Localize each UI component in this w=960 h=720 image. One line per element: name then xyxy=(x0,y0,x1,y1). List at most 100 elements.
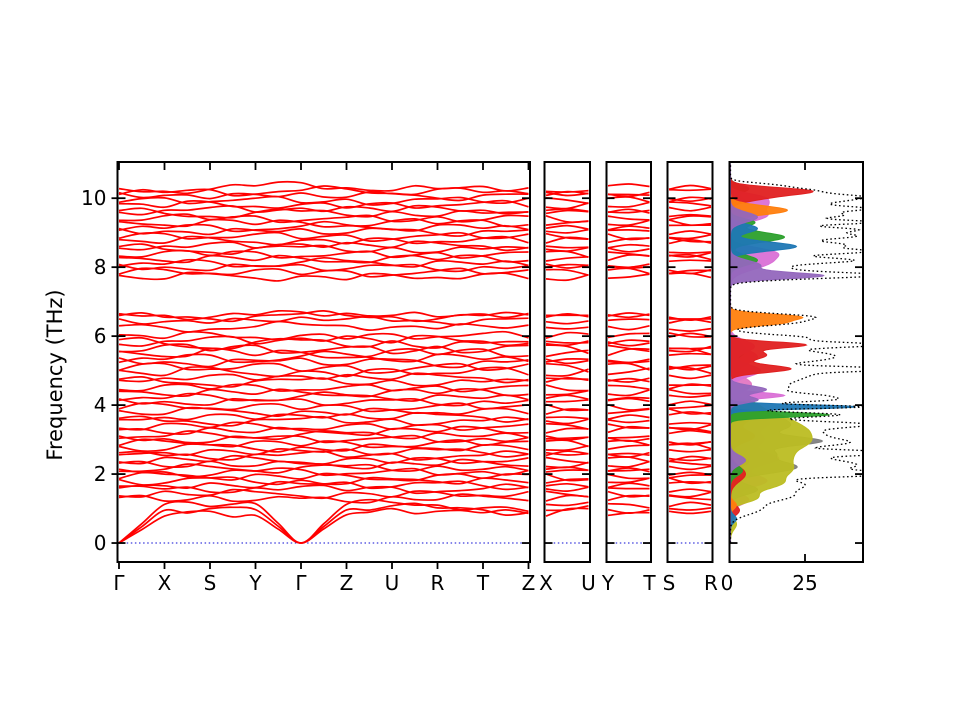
phonon-band-segment xyxy=(668,421,712,425)
band-panel-content-yt xyxy=(607,183,650,544)
phonon-band xyxy=(118,434,529,444)
phonon-band-segment xyxy=(545,394,589,401)
phonon-band-segment xyxy=(607,313,650,319)
phonon-band-segment xyxy=(607,251,650,257)
phonon-band-segment xyxy=(668,237,712,243)
phonon-band-segment xyxy=(607,487,650,490)
phonon-band-segment xyxy=(607,437,650,443)
phonon-band-segment xyxy=(545,246,589,252)
phonon-band xyxy=(118,411,529,423)
x-tick-label: Y xyxy=(248,571,262,595)
phonon-band-segment xyxy=(607,477,650,484)
phonon-band-segment xyxy=(668,507,712,511)
phonon-band-segment xyxy=(545,389,589,396)
phonon-band xyxy=(118,347,529,359)
phonon-band xyxy=(118,366,529,378)
phonon-band-segment xyxy=(607,468,650,472)
phonon-band-segment xyxy=(607,183,650,188)
dos-total-curve xyxy=(730,163,862,543)
phonon-band-segment xyxy=(668,400,712,406)
phonon-band-segment xyxy=(607,508,650,515)
phonon-band-segment xyxy=(545,422,589,431)
x-tick-label: Z xyxy=(522,571,536,595)
x-tick-label: S xyxy=(663,571,676,595)
phonon-band-segment xyxy=(668,213,712,218)
phonon-band-segment xyxy=(545,469,589,473)
phonon-band-segment xyxy=(607,339,650,345)
phonon-band-segment xyxy=(545,349,589,358)
phonon-band-segment xyxy=(668,206,712,212)
phonon-band-segment xyxy=(607,414,650,421)
phonon-band-segment xyxy=(545,504,589,512)
phonon-band-segment xyxy=(668,474,712,479)
phonon-band-segment xyxy=(545,263,589,269)
phonon-band-segment xyxy=(545,255,589,262)
phonon-band xyxy=(118,227,529,237)
phonon-band-segment xyxy=(607,215,650,221)
phonon-band-segment xyxy=(668,423,712,431)
phonon-band xyxy=(118,271,529,282)
phonon-band xyxy=(118,488,529,500)
phonon-band xyxy=(118,463,529,474)
phonon-band xyxy=(118,213,529,224)
phonon-band-segment xyxy=(545,416,589,420)
x-tick-label: Γ xyxy=(295,571,307,595)
phonon-band-segment xyxy=(607,423,650,429)
phonon-band-segment xyxy=(545,191,589,197)
phonon-band-segment xyxy=(545,399,589,403)
phonon-band xyxy=(118,454,529,465)
x-tick-label: 25 xyxy=(792,571,817,595)
phonon-band-segment xyxy=(607,273,650,280)
phonon-band-segment xyxy=(607,396,650,401)
phonon-band-segment xyxy=(668,230,712,236)
phonon-band-segment xyxy=(545,427,589,434)
x-tick-label: Y xyxy=(601,571,615,595)
phonon-band-segment xyxy=(545,377,589,381)
phonon-band-segment xyxy=(545,224,589,231)
phonon-band xyxy=(118,387,529,398)
phonon-band-segment xyxy=(607,435,650,439)
phonon-band-segment xyxy=(607,403,650,411)
phonon-band xyxy=(118,383,529,393)
phonon-band-segment xyxy=(545,189,589,193)
phonon-band-segment xyxy=(607,444,650,451)
phonon-band-segment xyxy=(545,362,589,373)
phonon-band xyxy=(118,362,529,374)
phonon-band xyxy=(118,330,529,341)
phonon-band-segment xyxy=(668,364,712,371)
phonon-band-segment xyxy=(545,473,589,482)
phonon-band-segment xyxy=(545,214,589,224)
phonon-band-segment xyxy=(607,419,650,424)
phonon-band xyxy=(118,220,529,233)
phonon-band-segment xyxy=(545,326,589,330)
x-tick-label: U xyxy=(581,571,596,595)
phonon-band xyxy=(118,391,529,402)
phonon-band-segment xyxy=(668,188,712,192)
phonon-band-segment xyxy=(668,455,712,463)
phonon-band xyxy=(118,235,529,246)
phonon-band-segment xyxy=(607,460,650,468)
phonon-band-segment xyxy=(668,259,712,263)
phonon-band-segment xyxy=(607,263,650,269)
phonon-band-segment xyxy=(545,482,589,488)
phonon-band-segment xyxy=(668,460,712,466)
phonon-band-segment xyxy=(668,352,712,356)
phonon-band-segment xyxy=(545,507,589,517)
band-panel-content-xu xyxy=(545,189,589,544)
phonon-band-segment xyxy=(607,324,650,331)
phonon-band-segment xyxy=(668,347,712,350)
x-tick-label: R xyxy=(704,571,718,595)
y-tick-label: 0 xyxy=(94,531,107,555)
phonon-band-segment xyxy=(607,473,650,480)
y-tick-label: 4 xyxy=(94,393,107,417)
phonon-band-segment xyxy=(545,450,589,457)
phonon-band xyxy=(118,204,529,216)
phonon-band-segment xyxy=(545,439,589,448)
phonon-band xyxy=(118,397,529,407)
phonon-band-segment xyxy=(545,435,589,441)
phonon-band-segment xyxy=(607,229,650,232)
phonon-band xyxy=(118,357,529,369)
phonon-band-segment xyxy=(668,501,712,508)
